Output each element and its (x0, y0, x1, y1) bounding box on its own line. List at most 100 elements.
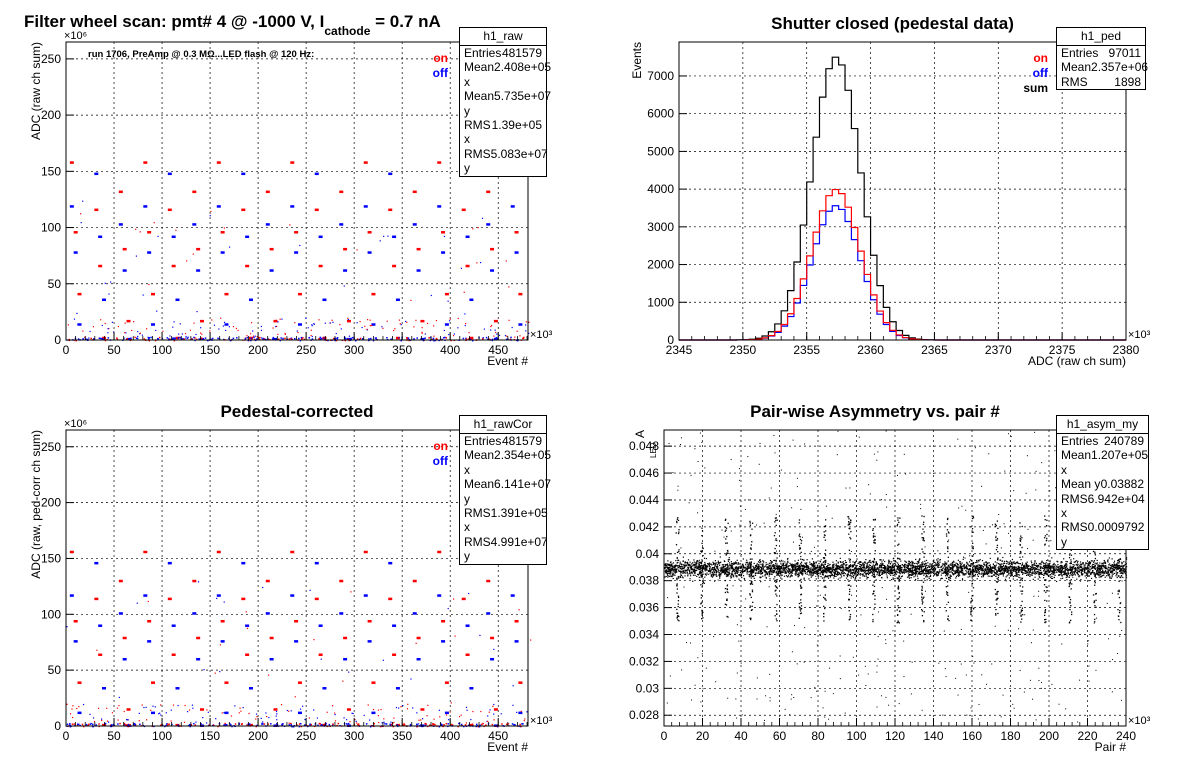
data-point (956, 563, 958, 565)
data-mark-on (297, 681, 302, 684)
data-point (753, 567, 755, 570)
data-point (781, 578, 783, 580)
data-point (832, 570, 834, 572)
data-point (949, 569, 951, 571)
data-point (1033, 568, 1035, 570)
data-point (840, 576, 843, 578)
data-point (189, 329, 192, 331)
data-point (747, 567, 749, 569)
data-mark-on (514, 231, 519, 234)
data-point (275, 319, 277, 321)
data-point (843, 572, 845, 575)
data-point (809, 561, 811, 563)
data-point (107, 328, 109, 330)
data-point (673, 567, 675, 569)
data-point (389, 723, 391, 726)
data-point (904, 560, 906, 562)
data-point (139, 332, 141, 334)
panel-asym: 0 20 40 60 80 100 120 140 160 180 200 220 2400.0280.… (629, 402, 1151, 754)
data-point (955, 577, 957, 579)
data-point (723, 570, 725, 572)
data-point (403, 722, 405, 725)
data-point (73, 318, 76, 320)
data-point (1111, 574, 1113, 576)
data-point (1035, 564, 1037, 566)
data-point (224, 722, 226, 725)
data-point (347, 319, 349, 321)
data-point (1079, 561, 1082, 563)
data-point (172, 337, 174, 339)
data-point (884, 566, 886, 568)
data-point (1111, 568, 1113, 570)
data-point (402, 705, 404, 707)
data-point (240, 723, 243, 726)
data-point (769, 565, 771, 567)
data-point (918, 560, 920, 562)
data-point (751, 568, 753, 571)
data-point (357, 723, 360, 725)
data-point (202, 716, 204, 719)
data-point (855, 576, 857, 578)
data-point (678, 564, 680, 567)
data-point (252, 330, 254, 332)
data-mark-off (151, 711, 156, 715)
plot-frame (65, 429, 529, 727)
data-point (787, 571, 789, 573)
data-point (786, 564, 788, 566)
data-point (783, 565, 785, 567)
data-point (786, 562, 788, 564)
data-point (817, 577, 819, 579)
data-point (789, 568, 791, 570)
data-point (885, 573, 888, 575)
data-point (709, 573, 711, 575)
data-mark-off (469, 687, 474, 690)
data-point (137, 331, 139, 333)
data-point (1032, 571, 1034, 573)
data-point (415, 642, 417, 644)
data-point (1004, 567, 1006, 570)
data-point (961, 579, 964, 581)
data-point (913, 567, 915, 569)
data-point (849, 564, 852, 566)
data-point (154, 339, 157, 342)
data-point (1007, 570, 1009, 572)
x-tick-label: 400 (440, 343, 460, 357)
data-mark-on (196, 636, 201, 640)
data-point (412, 707, 414, 709)
data-point (925, 566, 927, 569)
data-point (672, 569, 674, 571)
data-point (868, 561, 870, 563)
data-point (886, 569, 888, 571)
data-point (693, 568, 696, 570)
data-point (952, 562, 954, 564)
data-mark-on (441, 231, 446, 234)
data-mark-on (388, 597, 393, 601)
data-mark-on (98, 653, 103, 657)
data-point (1102, 568, 1104, 570)
data-point (881, 573, 883, 575)
data-point (983, 570, 986, 572)
data-point (894, 577, 896, 580)
data-point (1041, 561, 1043, 563)
data-point (117, 325, 120, 328)
data-point (505, 338, 508, 341)
data-point (809, 573, 811, 575)
data-point (479, 634, 481, 637)
data-point (1007, 574, 1009, 576)
data-point (682, 577, 684, 579)
data-point (124, 322, 126, 324)
data-point (862, 573, 865, 575)
data-point (496, 725, 499, 728)
data-point (841, 564, 843, 566)
data-point (1001, 560, 1003, 562)
data-point (1100, 565, 1102, 567)
data-point (770, 573, 772, 575)
data-point (695, 563, 697, 565)
data-mark-off (143, 594, 148, 597)
data-point (891, 578, 893, 581)
data-point (915, 558, 917, 561)
data-point (895, 573, 897, 575)
data-point (854, 570, 856, 572)
data-point (1084, 575, 1086, 577)
data-point (674, 564, 676, 567)
